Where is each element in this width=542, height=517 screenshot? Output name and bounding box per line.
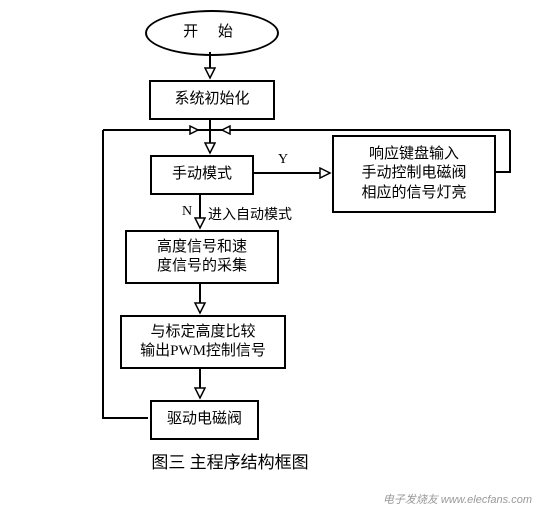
node-respond: 响应键盘输入 手动控制电磁阀 相应的信号灯亮 bbox=[332, 135, 496, 213]
node-collect: 高度信号和速 度信号的采集 bbox=[125, 230, 279, 284]
node-init-label: 系统初始化 bbox=[174, 90, 249, 110]
node-compare-label: 与标定高度比较 输出PWM控制信号 bbox=[140, 323, 266, 362]
node-init: 系统初始化 bbox=[149, 80, 275, 120]
node-respond-label: 响应键盘输入 手动控制电磁阀 相应的信号灯亮 bbox=[361, 145, 466, 204]
node-drive-label: 驱动电磁阀 bbox=[167, 410, 242, 430]
node-drive: 驱动电磁阀 bbox=[150, 400, 259, 440]
node-collect-label: 高度信号和速 度信号的采集 bbox=[157, 238, 247, 277]
edge-respond-loop bbox=[494, 130, 510, 172]
node-compare: 与标定高度比较 输出PWM控制信号 bbox=[120, 315, 286, 369]
figure-caption: 图三 主程序结构框图 bbox=[120, 448, 340, 473]
label-y: Y bbox=[278, 152, 288, 168]
node-manual-label: 手动模式 bbox=[172, 165, 232, 185]
node-start-label: 开 始 bbox=[183, 23, 241, 43]
label-auto: 进入自动模式 bbox=[208, 204, 292, 224]
node-start: 开 始 bbox=[145, 10, 279, 56]
watermark: 电子发烧友 www.elecfans.com bbox=[383, 491, 532, 507]
node-manual: 手动模式 bbox=[150, 155, 254, 195]
label-n: N bbox=[182, 204, 192, 220]
